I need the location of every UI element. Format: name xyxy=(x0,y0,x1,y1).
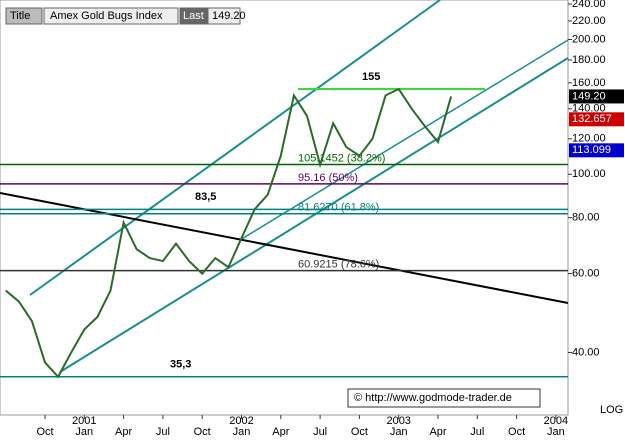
price-line xyxy=(5,87,453,379)
x-tick-label: Oct xyxy=(36,426,53,437)
x-tick-label: Apr xyxy=(272,426,289,437)
level-label: 60.9215 (78.6%) xyxy=(298,259,379,271)
header-title-label: Title xyxy=(10,10,30,22)
y-tick-label: 160.00 xyxy=(572,77,606,89)
header-box xyxy=(207,7,241,25)
x-tick-label: Jul xyxy=(470,426,484,437)
x-tick-label: Jan xyxy=(233,426,251,437)
level-label: 35,3 xyxy=(170,359,191,371)
level-label: 81.6270 (61.8%) xyxy=(298,202,379,214)
x-tick-label: Jan xyxy=(75,426,93,437)
y-tick-label: 140.00 xyxy=(572,103,606,115)
y-tick-label: 120.00 xyxy=(572,133,606,145)
x-tick-label: Apr xyxy=(115,426,132,437)
level-label: 105.1452 (38.2%) xyxy=(298,152,385,164)
x-tick-label: Oct xyxy=(508,426,525,437)
level-label: 83,5 xyxy=(195,191,216,203)
x-tick-label: Jul xyxy=(313,426,327,437)
copyright: © http://www.godmode-trader.de xyxy=(354,392,512,404)
x-year-label: 2002 xyxy=(229,415,253,427)
header-box xyxy=(5,7,43,25)
header-box xyxy=(43,7,179,25)
x-year-label: 2001 xyxy=(72,415,96,427)
header-last-value: 149.20 xyxy=(212,10,246,22)
y-tick-label: 180.00 xyxy=(572,54,606,66)
x-tick-label: Jan xyxy=(390,426,408,437)
channel-lower xyxy=(59,57,569,373)
plot-area xyxy=(0,0,569,416)
x-year-label: 2003 xyxy=(386,415,410,427)
channel-upper xyxy=(29,0,441,296)
x-tick-label: Oct xyxy=(194,426,211,437)
header-title: Amex Gold Bugs Index xyxy=(50,10,163,22)
level-label: 95.16 (50%) xyxy=(298,172,358,184)
channel-mid xyxy=(239,39,569,241)
x-tick-label: Oct xyxy=(351,426,368,437)
y-tick-label: 240.00 xyxy=(572,0,606,10)
copyright-box xyxy=(347,388,541,408)
price-tag xyxy=(569,143,624,158)
header-last-label: Last xyxy=(183,10,204,22)
price-tag-label: 132.657 xyxy=(572,113,612,125)
y-tick-label: 60.00 xyxy=(572,268,600,280)
x-tick-label: Jul xyxy=(156,426,170,437)
x-year-label: 2004 xyxy=(544,415,568,427)
price-tag xyxy=(569,112,624,127)
y-tick-label: 200.00 xyxy=(572,33,606,45)
trend-line xyxy=(0,192,569,304)
scale-label: LOG xyxy=(600,404,623,416)
price-tag-label: 149.20 xyxy=(572,90,606,102)
level-label: 155 xyxy=(362,71,380,83)
x-tick-label: Apr xyxy=(429,426,446,437)
y-tick-label: 220.00 xyxy=(572,15,606,27)
y-tick-label: 40.00 xyxy=(572,346,600,358)
x-tick-label: Jan xyxy=(547,426,565,437)
price-tag-label: 113.099 xyxy=(572,144,611,156)
y-tick-label: 80.00 xyxy=(572,212,600,224)
y-tick-label: 100.00 xyxy=(572,168,606,180)
header: Title Amex Gold Bugs Index Last 149.20 xyxy=(5,7,246,25)
price-tag xyxy=(569,89,624,104)
